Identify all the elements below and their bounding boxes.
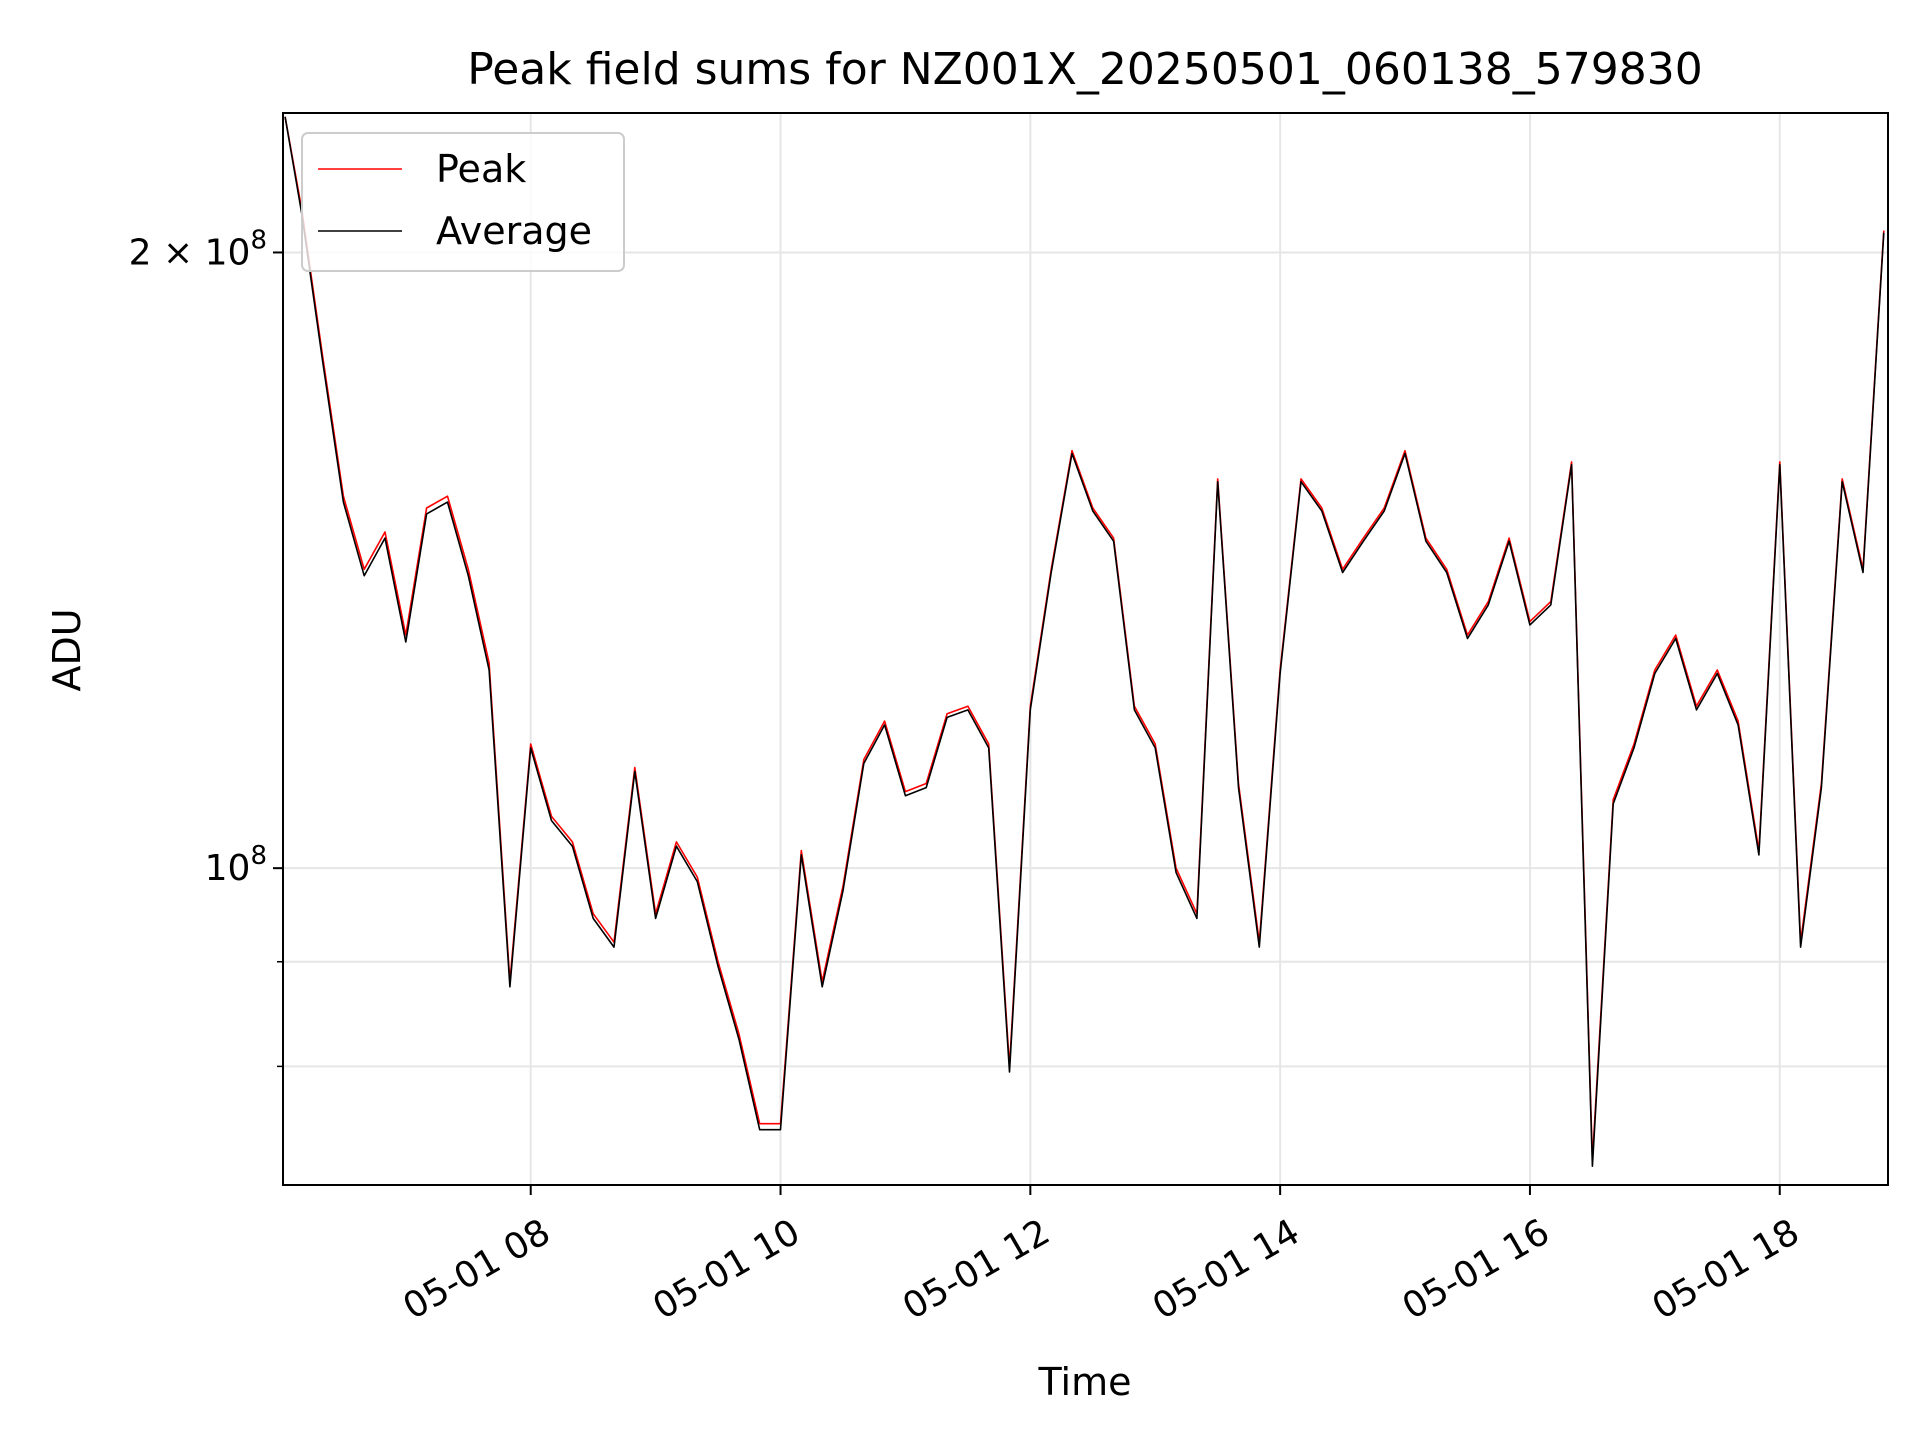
series-line-peak [284,116,1885,1161]
series-line-average [284,116,1885,1167]
chart-title: Peak field sums for NZ001X_20250501_0601… [467,44,1703,95]
x-axis-label: Time [1038,1360,1132,1404]
legend-label-peak: Peak [436,147,526,191]
y-axis-label: ADU [45,608,89,691]
grid-lines [283,113,1888,1185]
y-tick-label: 2 × 108 [129,225,267,273]
legend: Peak Average [301,132,625,272]
legend-label-average: Average [436,209,592,253]
plot-area [284,116,1885,1167]
axes-frame [282,112,1889,1186]
legend-box [301,132,625,272]
y-tick-label: 108 [205,841,267,889]
